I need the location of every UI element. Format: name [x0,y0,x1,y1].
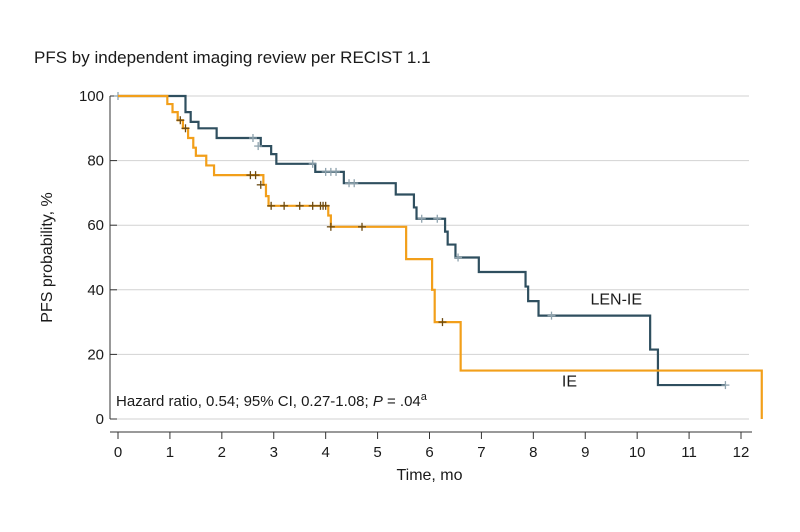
x-tick-label: 8 [529,444,537,461]
x-tick-label: 2 [218,444,226,461]
x-tick-label: 7 [477,444,485,461]
survival-curves [114,92,763,419]
censor-mark [308,159,317,168]
censor-mark [454,253,463,262]
censor-mark [295,201,304,210]
censor-mark [176,116,185,125]
gridlines [110,95,749,420]
x-tick-label: 10 [629,444,646,461]
censor-mark [181,124,190,133]
censor-mark [433,214,442,223]
series-line-ie [118,94,763,419]
hazard-ratio-annotation: Hazard ratio, 0.54; 95% CI, 0.27-1.08; P… [116,391,428,410]
y-tick-label: 80 [87,153,104,170]
chart-title: PFS by independent imaging review per RE… [34,48,431,67]
censor-mark [267,201,276,210]
censor-mark [547,311,556,320]
y-tick-label: 0 [96,411,104,428]
x-tick-label: 5 [373,444,381,461]
series-line-len-ie [118,94,726,387]
censor-mark [280,201,289,210]
series-label-len-ie: LEN-IE [590,292,642,309]
censor-mark [256,180,265,189]
censor-mark [332,167,341,176]
x-tick-label: 4 [321,444,329,461]
x-axis-title: Time, mo [396,467,462,484]
censor-mark [251,171,260,180]
censor-mark [248,133,257,142]
y-tick-label: 40 [87,282,104,299]
series-label-ie: IE [562,374,577,391]
x-tick-label: 12 [733,444,750,461]
chart-labels: LEN-IE IE Hazard ratio, 0.54; 95% CI, 0.27… [116,292,642,410]
censor-mark [417,214,426,223]
x-tick-label: 9 [581,444,589,461]
censor-mark [358,222,367,231]
y-axis-title: PFS probability, % [39,192,56,322]
y-tick-label: 60 [87,217,104,234]
censor-mark [438,318,447,327]
censor-mark [350,179,359,188]
censor-mark [721,381,730,390]
x-tick-label: 11 [681,444,697,461]
censor-mark [254,142,263,151]
censor-mark [326,222,335,231]
x-tick-label: 0 [114,444,122,461]
censor-mark [308,201,317,210]
x-tick-label: 3 [270,444,278,461]
x-tick-label: 1 [166,444,174,461]
y-tick-label: 100 [79,88,104,105]
censor-mark [321,201,330,210]
y-tick-label: 20 [87,346,104,363]
x-tick-label: 6 [425,444,433,461]
